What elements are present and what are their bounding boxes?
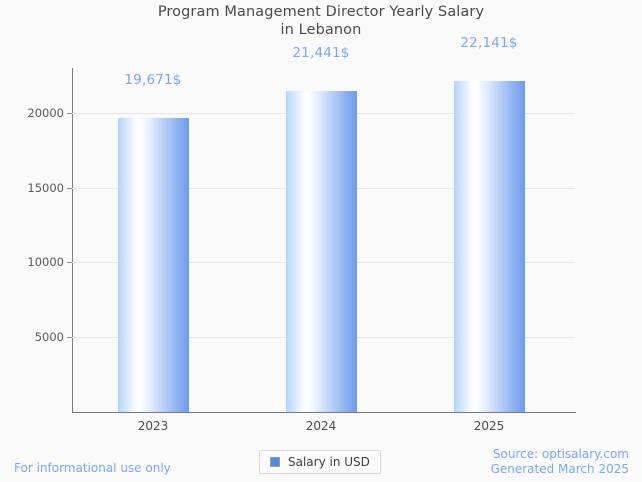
legend-label-salary: Salary in USD	[288, 455, 370, 469]
tick-mark-20000	[67, 112, 72, 114]
disclaimer-text: For informational use only	[14, 461, 171, 475]
chart-title-line1: Program Management Director Yearly Salar…	[157, 4, 485, 20]
x-tick-label-2023: 2023	[137, 419, 169, 433]
x-tick-label-2024: 2024	[305, 419, 337, 433]
source-text: Source: optisalary.com	[492, 447, 629, 461]
tick-mark-10000	[67, 262, 72, 264]
x-axis-line	[72, 412, 576, 413]
y-tick-label-5000: 5000	[34, 330, 64, 345]
y-tick-label-20000: 20000	[27, 105, 64, 120]
bar-2025[interactable]	[454, 80, 525, 412]
legend-swatch-icon	[270, 457, 280, 467]
generated-text: Generated March 2025	[490, 462, 629, 476]
x-tick-label-2025: 2025	[473, 419, 505, 433]
bar-value-label-2024: 21,441$	[292, 45, 350, 62]
source-block: Source: optisalary.com Generated March 2…	[491, 447, 629, 477]
chart-title-line2: in Lebanon	[280, 22, 362, 38]
bar-2024[interactable]	[286, 91, 357, 412]
bar-2023[interactable]	[118, 117, 189, 412]
tick-mark-5000	[67, 337, 72, 339]
plot-area: 20000 15000 10000 5000	[27, 68, 575, 412]
tick-mark-15000	[67, 187, 72, 189]
y-tick-label-15000: 15000	[27, 180, 64, 195]
chart-title: Program Management Director Yearly Salar…	[0, 3, 642, 39]
y-tick-label-10000: 10000	[27, 255, 64, 270]
y-axis-line	[72, 68, 73, 413]
bar-value-label-2025: 22,141$	[460, 34, 518, 51]
bar-value-label-2023: 19,671$	[124, 71, 182, 88]
chart-legend[interactable]: Salary in USD	[259, 450, 381, 474]
